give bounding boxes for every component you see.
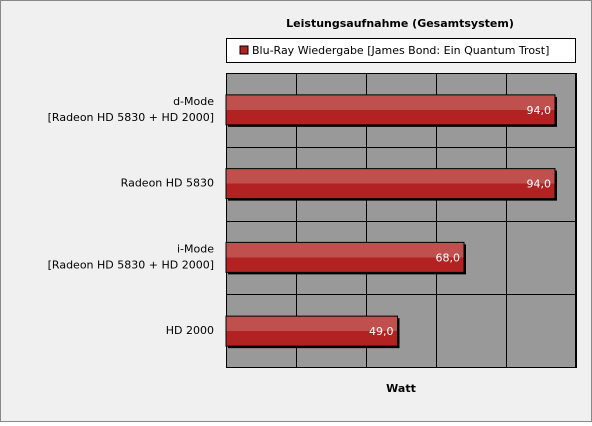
bar: [225, 168, 556, 200]
bar: [225, 94, 556, 126]
y-tick-label: [Radeon HD 5830 + HD 2000]: [48, 111, 214, 124]
legend-swatch: [239, 45, 249, 55]
y-tick-label: d-Mode: [173, 95, 214, 108]
y-tick-label: HD 2000: [166, 324, 214, 337]
value-label: 94,0: [527, 178, 552, 191]
legend-label: Blu-Ray Wiedergabe [James Bond: Ein Quan…: [252, 44, 549, 57]
value-label: 68,0: [436, 251, 461, 264]
bar: [225, 241, 465, 273]
value-label: 94,0: [527, 104, 552, 117]
bar: [225, 315, 398, 347]
y-tick-label: [Radeon HD 5830 + HD 2000]: [48, 258, 214, 271]
x-axis-label: Watt: [386, 382, 416, 395]
plot-border: [226, 73, 576, 368]
chart-title: Leistungsaufnahme (Gesamtsystem): [286, 17, 514, 30]
legend-box: [226, 38, 576, 63]
y-tick-label: i-Mode: [177, 242, 214, 255]
y-tick-label: Radeon HD 5830: [121, 177, 214, 190]
value-label: 49,0: [369, 325, 394, 338]
